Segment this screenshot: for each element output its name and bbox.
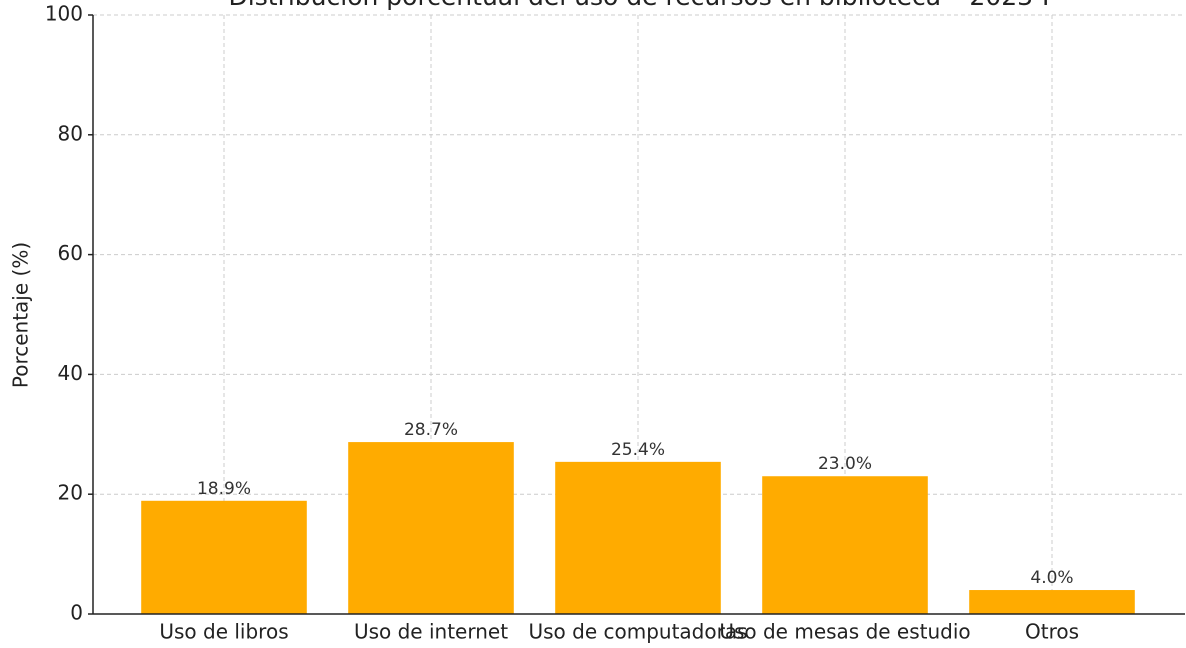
- y-tick-label: 100: [45, 2, 83, 26]
- value-label: 23.0%: [818, 454, 872, 474]
- x-tick-label: Uso de mesas de estudio: [719, 620, 970, 644]
- y-tick-label: 40: [58, 361, 83, 385]
- y-tick-label: 0: [70, 601, 83, 625]
- y-tick-label: 80: [58, 121, 83, 145]
- x-tick-label: Uso de internet: [354, 620, 508, 644]
- value-label: 4.0%: [1030, 568, 1073, 588]
- value-label: 18.9%: [197, 479, 251, 499]
- x-tick-label: Otros: [1025, 620, 1079, 644]
- bar: [969, 590, 1135, 614]
- bar: [348, 442, 514, 614]
- chart-title: Distribución porcentual del uso de recur…: [229, 0, 1050, 11]
- x-tick-label: Uso de computadoras: [528, 620, 747, 644]
- y-tick-label: 20: [58, 481, 83, 505]
- bar: [762, 476, 928, 614]
- value-label: 25.4%: [611, 440, 665, 460]
- bar: [555, 461, 721, 614]
- x-tick-label: Uso de libros: [159, 620, 288, 644]
- bar: [141, 500, 307, 614]
- y-tick-label: 60: [58, 241, 83, 265]
- value-label: 28.7%: [404, 420, 458, 440]
- y-axis-label: Porcentaje (%): [9, 242, 33, 388]
